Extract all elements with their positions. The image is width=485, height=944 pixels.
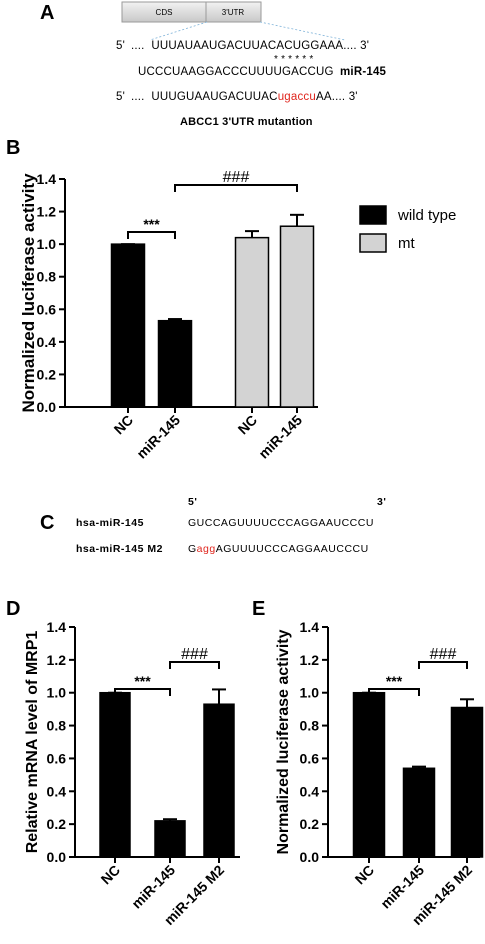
significance-label: ### <box>181 646 208 663</box>
pairing-stars: * * * * * * <box>274 54 314 65</box>
bar <box>157 319 193 408</box>
row1-sequence: GUCCAGUUUUCCCAGGAAUCCCU <box>188 517 374 529</box>
bar <box>99 691 131 858</box>
bar <box>234 236 270 408</box>
mir-sequence: UCCCUAAGGACCCUUUUGACCUG <box>138 66 334 78</box>
legend-swatch <box>359 205 387 225</box>
x-tick-label: miR-145 <box>133 412 183 462</box>
significance-bracket <box>368 688 420 696</box>
y-tick-label: 0.8 <box>37 269 57 285</box>
y-axis-label: Normalized luciferase activity <box>19 173 38 413</box>
row2-sequence: GaggAGUUUUCCCAGGAAUCCCU <box>188 543 369 555</box>
bar <box>279 225 315 408</box>
y-tick-label: 1.0 <box>300 685 320 701</box>
significance-bracket <box>127 231 176 239</box>
bar <box>110 243 146 408</box>
y-tick-label: 0.0 <box>47 849 67 865</box>
y-tick-label: 1.4 <box>37 171 57 187</box>
y-tick-label: 0.2 <box>300 816 320 832</box>
chart-d: 0.0 0.2 0.4 0.6 0.8 1.0 1.2 1.4 Relative mRNA le… <box>24 619 240 928</box>
panel-d-letter: D <box>6 598 21 620</box>
y-tick-label: 0.6 <box>300 750 320 766</box>
mir-label: miR-145 <box>340 66 387 78</box>
significance-label: ### <box>430 646 457 663</box>
significance-bracket <box>174 184 298 192</box>
chart-e: 0.0 0.2 0.4 0.6 0.8 1.0 1.2 1.4 Normalized lucif… <box>275 619 484 928</box>
x-tick-label: miR-145 <box>377 862 427 912</box>
wt-sequence: .... UUUAUAAUGACUUACACUGGAAA.... 3' <box>131 40 370 52</box>
significance-label: *** <box>386 673 403 689</box>
significance-bracket <box>114 688 171 696</box>
panel-a-caption: ABCC1 3'UTR mutantion <box>180 116 313 128</box>
x-tick-label: NC <box>110 412 136 438</box>
y-tick-label: 1.4 <box>300 619 320 635</box>
y-tick-label: 0.2 <box>37 366 57 382</box>
y-tick-label: 0.4 <box>37 334 57 350</box>
zoom-line-right <box>259 21 346 41</box>
bar <box>450 706 484 858</box>
zoom-line-left <box>149 21 208 41</box>
y-tick-label: 0.0 <box>37 399 57 415</box>
panel-a-letter: A <box>40 2 55 24</box>
x-tick-label: miR-145 <box>255 412 305 462</box>
significance-label: ### <box>223 169 250 186</box>
y-tick-label: 1.2 <box>37 204 57 220</box>
legend-label: mt <box>398 235 415 252</box>
utr-box <box>205 1 262 23</box>
y-tick-label: 0.4 <box>300 783 320 799</box>
gene-diagram: CDS 3'UTR <box>121 1 346 41</box>
legend-swatch <box>359 233 387 253</box>
bar <box>352 691 386 858</box>
utr-label: 3'UTR <box>222 8 245 17</box>
row1-label: hsa-miR-145 <box>76 517 144 529</box>
mut-sequence: .... UUUGUAAUGACUUACugaccuAA.... 3' <box>131 91 358 103</box>
y-tick-label: 1.4 <box>47 619 67 635</box>
y-tick-label: 1.2 <box>300 652 320 668</box>
significance-label: *** <box>143 216 160 232</box>
y-tick-label: 1.2 <box>47 652 67 668</box>
y-tick-label: 0.8 <box>47 718 67 734</box>
y-axis-label: Normalized luciferase activity <box>275 629 292 854</box>
x-tick-label: NC <box>234 412 260 438</box>
y-tick-label: 0.0 <box>300 849 320 865</box>
panel-c-5prime: 5' <box>188 496 198 508</box>
panel-c-3prime: 3' <box>377 496 387 508</box>
legend-label: wild type <box>397 207 456 224</box>
significance-label: *** <box>134 673 151 689</box>
x-tick-label: NC <box>97 862 123 888</box>
wt-prefix: 5' <box>116 40 125 52</box>
y-tick-label: 0.2 <box>47 816 67 832</box>
x-tick-label: miR-145 <box>128 862 178 912</box>
panel-b-letter: B <box>6 137 21 159</box>
bar <box>203 703 235 858</box>
y-tick-label: 1.0 <box>47 685 67 701</box>
row2-label: hsa-miR-145 M2 <box>76 543 163 555</box>
cds-label: CDS <box>156 8 173 17</box>
y-tick-label: 0.6 <box>37 301 57 317</box>
bar <box>402 767 436 858</box>
mut-prefix: 5' <box>116 91 125 103</box>
y-tick-label: 0.8 <box>300 718 320 734</box>
panel-e-letter: E <box>252 598 266 620</box>
significance-bracket <box>418 661 468 669</box>
panel-c-letter: C <box>40 512 55 534</box>
y-axis-label: Relative mRNA level of MRP1 <box>24 631 41 854</box>
significance-bracket <box>169 661 220 669</box>
y-tick-label: 0.4 <box>47 783 67 799</box>
bar <box>154 820 186 858</box>
x-tick-label: NC <box>351 862 377 888</box>
y-tick-label: 0.6 <box>47 750 67 766</box>
y-tick-label: 1.0 <box>37 236 57 252</box>
